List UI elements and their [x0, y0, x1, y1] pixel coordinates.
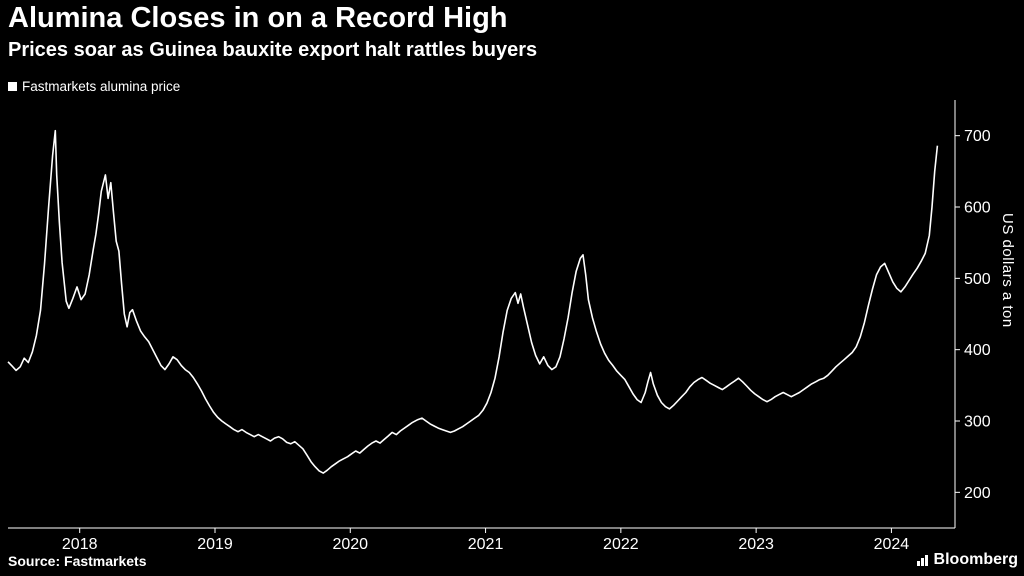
y-tick-label: 300 — [964, 414, 991, 431]
x-tick-label: 2024 — [874, 536, 910, 553]
x-tick-label: 2019 — [197, 536, 233, 553]
y-tick-label: 600 — [964, 200, 991, 217]
x-tick-label: 2022 — [603, 536, 639, 553]
page-title: Alumina Closes in on a Record High — [8, 2, 508, 34]
y-axis-title: US dollars a ton — [999, 213, 1016, 328]
brand-wordmark: Bloomberg — [933, 551, 1018, 568]
page-subtitle: Prices soar as Guinea bauxite export hal… — [8, 39, 538, 61]
source-attribution: Source: Fastmarkets — [8, 553, 147, 569]
y-tick-label: 400 — [964, 342, 991, 359]
brand-logo: Bloomberg — [916, 551, 1018, 569]
legend-series-label: Fastmarkets alumina price — [22, 79, 181, 94]
x-tick-label: 2020 — [332, 536, 368, 553]
y-tick-label: 200 — [964, 485, 991, 502]
y-tick-label: 500 — [964, 271, 991, 288]
legend-swatch-icon — [8, 82, 17, 91]
x-tick-label: 2023 — [738, 536, 774, 553]
x-tick-label: 2021 — [468, 536, 504, 553]
bar-chart-icon — [916, 554, 929, 566]
chart-legend: Fastmarkets alumina price — [8, 79, 180, 94]
y-tick-label: 700 — [964, 128, 991, 145]
x-tick-label: 2018 — [62, 536, 98, 553]
price-line — [7, 129, 939, 474]
